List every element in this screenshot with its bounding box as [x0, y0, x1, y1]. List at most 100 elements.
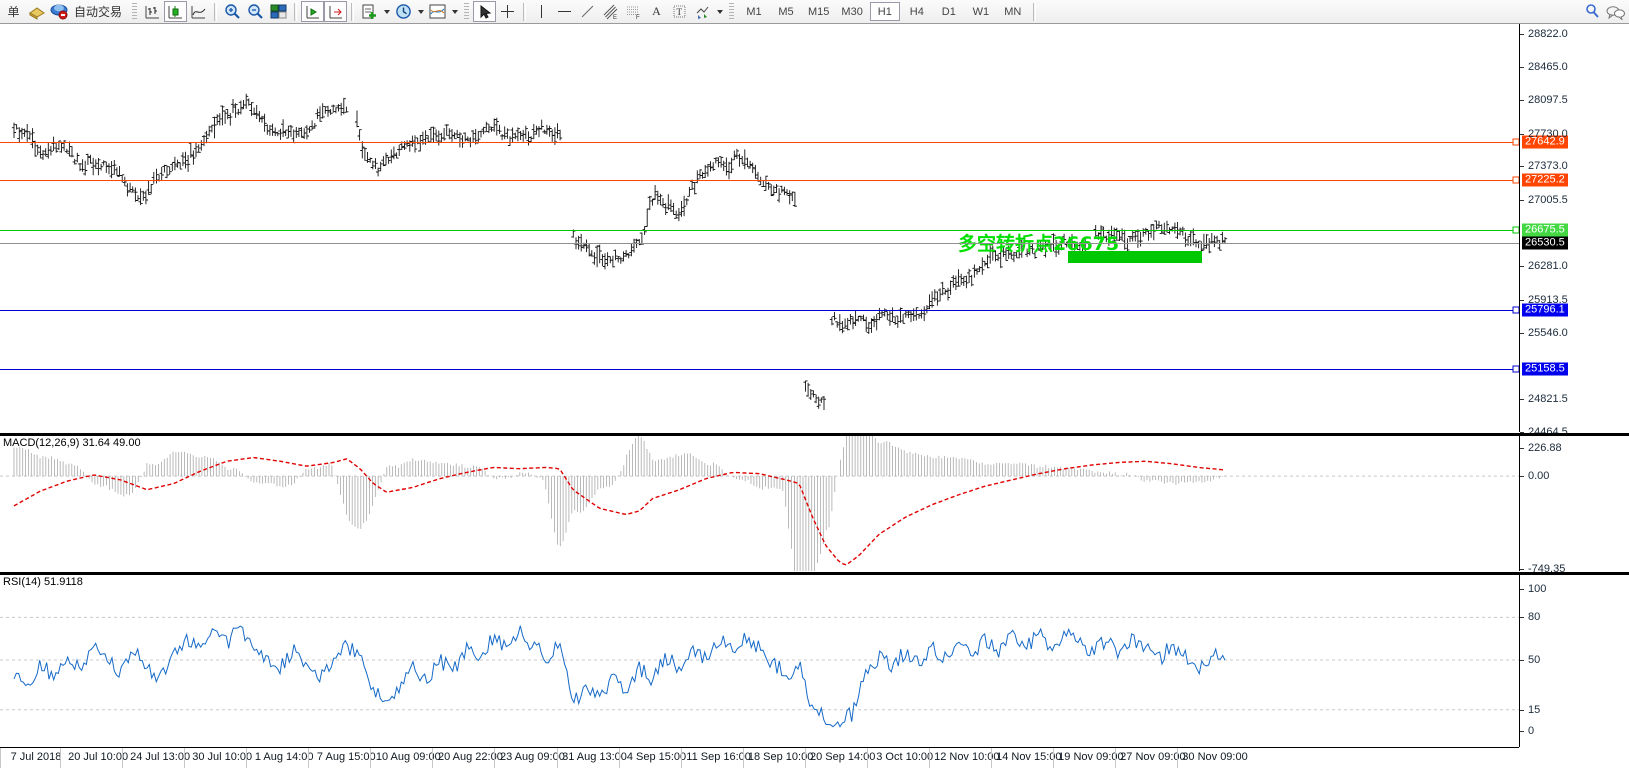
timeframe-h4[interactable]: H4 [909, 5, 924, 18]
price-level-badge[interactable]: 27225.2 [1522, 173, 1568, 187]
rsi-tick [1520, 660, 1524, 661]
equidistant-channel-icon[interactable]: E [599, 1, 622, 22]
timeframe-m15[interactable]: M15 [808, 5, 830, 18]
timeframe-d1[interactable]: D1 [941, 5, 956, 18]
price-tick-label: 25546.0 [1528, 327, 1568, 340]
search-icon[interactable] [1581, 1, 1604, 22]
timeframe-m30[interactable]: M30 [841, 5, 863, 18]
rsi-plot [0, 616, 1519, 728]
fibonacci-icon[interactable]: F [622, 1, 645, 22]
rsi-tick-label: 50 [1528, 654, 1541, 666]
level-line[interactable] [0, 230, 1519, 231]
rsi-axis-line [1519, 575, 1520, 747]
text-box-icon[interactable]: T [668, 1, 691, 22]
price-level-badge[interactable]: 25796.1 [1522, 303, 1568, 317]
time-divider [804, 748, 806, 768]
level-line[interactable] [0, 141, 1519, 143]
tile-windows-icon[interactable] [267, 1, 290, 22]
indicators-dropdown-caret[interactable] [381, 1, 392, 22]
price-tick [1520, 66, 1524, 68]
pane-divider[interactable] [0, 572, 1629, 575]
bar-chart-icon[interactable] [141, 1, 164, 22]
price-level-badge[interactable]: 26530.5 [1522, 236, 1568, 250]
macd-label: MACD(12,26,9) 31.64 49.00 [3, 437, 141, 449]
rsi-axis: 100 80 50 15 0 [1519, 575, 1629, 747]
text-label-icon[interactable]: A [652, 4, 661, 18]
macd-plot [0, 436, 1519, 571]
crosshair-icon[interactable] [496, 1, 519, 22]
toolbar-separator [1032, 2, 1036, 21]
auto-scroll-icon[interactable] [301, 1, 325, 22]
autotrading-label[interactable]: 自动交易 [74, 5, 123, 19]
time-tick-label: 30 Nov 09:00 [1182, 751, 1248, 763]
templates-dropdown-caret[interactable] [449, 1, 460, 22]
time-divider [742, 748, 744, 768]
periods-dropdown-caret[interactable] [415, 1, 426, 22]
macd-axis: 226.88 0.00 -749.35 [1519, 436, 1629, 575]
price-level-badge[interactable]: 26675.5 [1522, 223, 1568, 237]
shapes-dropdown-caret[interactable] [714, 1, 725, 22]
candlestick-chart-icon[interactable] [164, 1, 188, 22]
zoom-in-icon[interactable] [221, 1, 244, 22]
line-chart-icon[interactable] [187, 1, 210, 22]
pane-divider[interactable] [0, 433, 1629, 436]
level-line[interactable] [0, 368, 1519, 370]
time-divider [990, 748, 992, 768]
chart-shift-icon[interactable] [324, 1, 348, 22]
svg-text:F: F [636, 15, 640, 20]
price-tick [1520, 133, 1524, 135]
price-tick-label: 25913.5 [1528, 293, 1568, 306]
chat-icon[interactable] [1604, 1, 1627, 22]
vertical-line-icon[interactable] [530, 1, 553, 22]
horizontal-line-icon[interactable] [553, 1, 576, 22]
time-axis[interactable]: 7 Jul 2018 20 Jul 10:00 24 Jul 13:00 30 Jul… [0, 747, 1519, 768]
expert-advisor-icon[interactable] [25, 1, 48, 22]
templates-icon[interactable] [426, 1, 449, 22]
indicators-icon[interactable] [358, 1, 381, 22]
time-tick-label: 10 Aug 09:00 [375, 751, 441, 763]
time-tick-label: 20 Jul 10:00 [68, 751, 129, 763]
time-divider [122, 748, 124, 768]
timeframe-w1[interactable]: W1 [972, 5, 990, 18]
shapes-icon[interactable] [691, 1, 714, 22]
timeframe-mn[interactable]: MN [1004, 5, 1022, 18]
new-order-icon[interactable]: 单 [7, 5, 20, 19]
chart-area[interactable]: HK50,H1 26548.5 26570.5 26518.0 26530.5 … [0, 24, 1629, 774]
time-tick-label: 19 Nov 09:00 [1058, 751, 1124, 763]
macd-pane[interactable] [0, 436, 1519, 571]
toolbar-grip[interactable] [132, 2, 138, 21]
timeframe-m5[interactable]: M5 [778, 5, 794, 18]
time-divider [680, 748, 682, 768]
zoom-out-icon[interactable] [244, 1, 267, 22]
price-axis[interactable]: 28822.0 28465.0 28097.5 27730.0 27373.0 27005… [1519, 24, 1629, 438]
main-toolbar: 单 自动交易 [0, 0, 1629, 24]
price-tick [1520, 199, 1524, 201]
periods-icon[interactable] [392, 1, 415, 22]
macd-tick-label: 226.88 [1528, 442, 1562, 454]
level-line[interactable] [0, 179, 1519, 181]
price-tick [1520, 33, 1524, 35]
price-level-badge[interactable]: 25158.5 [1522, 362, 1568, 376]
level-line[interactable] [0, 310, 1519, 312]
price-level-badge[interactable]: 27642.9 [1522, 135, 1568, 149]
macd-axis-line [1519, 436, 1520, 571]
level-line[interactable] [0, 243, 1519, 245]
time-tick-label: 1 Aug 14:00 [254, 751, 314, 763]
macd-tick [1520, 569, 1524, 570]
time-divider [928, 748, 930, 768]
timeframe-h1[interactable]: H1 [869, 2, 900, 21]
autotrading-icon[interactable] [48, 1, 71, 22]
price-tick [1520, 100, 1524, 102]
trendline-icon[interactable] [576, 1, 599, 22]
rsi-tick [1520, 731, 1524, 732]
toolbar-grip[interactable] [729, 2, 735, 21]
macd-tick [1520, 476, 1524, 478]
timeframe-m1[interactable]: M1 [746, 5, 762, 18]
time-divider [370, 748, 372, 768]
time-divider [1177, 748, 1178, 768]
rsi-pane[interactable] [0, 575, 1519, 747]
price-tick-label: 24821.5 [1528, 393, 1568, 406]
cursor-icon[interactable] [473, 1, 497, 22]
toolbar-grip[interactable] [464, 2, 470, 21]
time-divider [60, 748, 62, 768]
